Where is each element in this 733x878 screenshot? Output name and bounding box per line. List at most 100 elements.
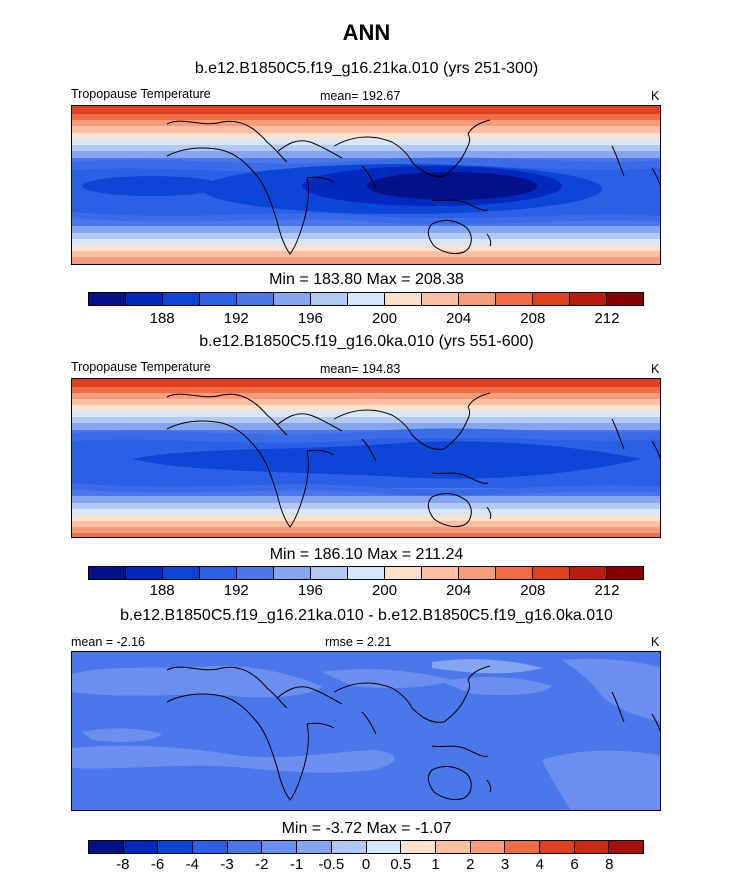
colorbar-cell — [607, 293, 643, 305]
colorbar-tick-label: 204 — [446, 310, 472, 327]
colorbar-tick-label: 188 — [149, 582, 175, 599]
colorbar-tick-label: 192 — [223, 582, 249, 599]
colorbar-tick-label: 212 — [594, 582, 620, 599]
colorbar-cell — [401, 841, 436, 853]
colorbar-tick-label: 2 — [466, 856, 475, 873]
colorbar-tick-label: 212 — [594, 310, 620, 327]
colorbar-tick-label: 4 — [535, 856, 544, 873]
panel-1-map-plot — [72, 106, 660, 264]
colorbar-cell — [237, 567, 274, 579]
colorbar-cell — [422, 293, 459, 305]
colorbar-cell — [89, 567, 126, 579]
panel-3-units-label: K — [651, 635, 660, 649]
colorbar-cell — [496, 293, 533, 305]
colorbar-cell — [126, 567, 163, 579]
colorbar-cell — [348, 567, 385, 579]
colorbar-cell — [331, 841, 367, 853]
colorbar-tick-label: -0.5 — [318, 856, 345, 873]
colorbar-cell — [505, 841, 540, 853]
colorbar-cell — [200, 293, 237, 305]
colorbar-cell — [470, 841, 506, 853]
panel-2-map — [71, 378, 661, 538]
colorbar-cell — [158, 841, 194, 853]
colorbar-cell — [274, 567, 311, 579]
colorbar-tick-label: -1 — [289, 856, 304, 873]
panel-2-colorbar — [88, 566, 644, 580]
colorbar-cell — [163, 293, 200, 305]
colorbar-cell — [311, 567, 348, 579]
panel-2-title: b.e12.B1850C5.f19_g16.0ka.010 (yrs 551-6… — [199, 333, 534, 350]
panel-2-mean-label: mean= 194.83 — [320, 362, 401, 376]
colorbar-cell — [89, 293, 126, 305]
panel-3-rmse-label: rmse = 2.21 — [325, 635, 392, 649]
colorbar-tick-label: 196 — [297, 310, 323, 327]
colorbar-cell — [237, 293, 274, 305]
colorbar-cell — [348, 293, 385, 305]
panel-1-units-label: K — [651, 89, 660, 103]
colorbar-tick-label: 1 — [431, 856, 440, 873]
colorbar-cell — [533, 567, 570, 579]
colorbar-cell — [435, 841, 471, 853]
colorbar-cell — [200, 567, 237, 579]
colorbar-cell — [297, 841, 332, 853]
colorbar-cell — [570, 293, 607, 305]
panel-2-map-plot — [72, 379, 660, 537]
colorbar-tick-label: 8 — [605, 856, 614, 873]
panel-2-colorbar-ticks: 188 192 196 200 204 208 212 — [88, 582, 644, 600]
colorbar-cell — [227, 841, 263, 853]
colorbar-tick-label: 3 — [500, 856, 510, 873]
panel-1-map — [71, 105, 661, 265]
panel-3-map — [71, 651, 661, 811]
colorbar-tick-label: -6 — [150, 856, 165, 873]
colorbar-cell — [163, 567, 200, 579]
panel-1-variable-label: Tropopause Temperature — [71, 87, 211, 101]
colorbar-cell — [570, 567, 607, 579]
colorbar-cell — [539, 841, 575, 853]
colorbar-cell — [609, 841, 643, 853]
colorbar-tick-label: 188 — [149, 310, 175, 327]
colorbar-cell — [607, 567, 643, 579]
colorbar-cell — [422, 567, 459, 579]
colorbar-tick-label: -3 — [220, 856, 234, 873]
colorbar-cell — [274, 293, 311, 305]
colorbar-cell — [366, 841, 402, 853]
colorbar-cell — [89, 841, 124, 853]
panel-1-min-max: Min = 183.80 Max = 208.38 — [269, 271, 464, 288]
colorbar-cell — [126, 293, 163, 305]
panel-3-map-plot — [72, 652, 660, 810]
panel-2-min-max: Min = 186.10 Max = 211.24 — [269, 546, 464, 563]
panel-3-colorbar — [88, 840, 644, 854]
panel-3-mean-label: mean = -2.16 — [71, 635, 146, 649]
colorbar-tick-label: 0 — [361, 856, 371, 873]
panel-1-colorbar-ticks: 188 192 196 200 204 208 212 — [88, 310, 644, 328]
colorbar-tick-label: -2 — [255, 856, 269, 873]
colorbar-tick-label: 204 — [446, 582, 472, 599]
panel-1-colorbar — [88, 292, 644, 306]
colorbar-cell — [533, 293, 570, 305]
colorbar-tick-label: 200 — [372, 310, 398, 327]
colorbar-tick-label: 6 — [570, 856, 579, 873]
colorbar-cell — [262, 841, 298, 853]
colorbar-cell — [574, 841, 610, 853]
panel-3-colorbar-ticks: -8 -6 -4 -3 -2 -1 -0.5 0 0.5 1 2 3 4 6 8 — [88, 856, 644, 874]
colorbar-tick-label: 196 — [297, 582, 323, 599]
panel-1-title: b.e12.B1850C5.f19_g16.21ka.010 (yrs 251-… — [194, 60, 539, 77]
panel-1-mean-label: mean= 192.67 — [320, 89, 401, 103]
colorbar-cell — [459, 293, 496, 305]
colorbar-cell — [459, 567, 496, 579]
colorbar-cell — [123, 841, 159, 853]
colorbar-tick-label: 0.5 — [390, 856, 412, 873]
colorbar-tick-label: -4 — [185, 856, 199, 873]
colorbar-cell — [496, 567, 533, 579]
colorbar-tick-label: 208 — [520, 582, 546, 599]
colorbar-cell — [385, 567, 422, 579]
main-title: ANN — [342, 20, 391, 45]
panel-2-units-label: K — [651, 362, 660, 376]
colorbar-cell — [193, 841, 228, 853]
panel-3-title: b.e12.B1850C5.f19_g16.21ka.010 - b.e12.B… — [120, 607, 613, 624]
panel-2-variable-label: Tropopause Temperature — [71, 360, 211, 374]
panel-3-min-max: Min = -3.72 Max = -1.07 — [281, 820, 452, 837]
colorbar-cell — [385, 293, 422, 305]
colorbar-tick-label: 192 — [223, 310, 249, 327]
colorbar-tick-label: 208 — [520, 310, 546, 327]
